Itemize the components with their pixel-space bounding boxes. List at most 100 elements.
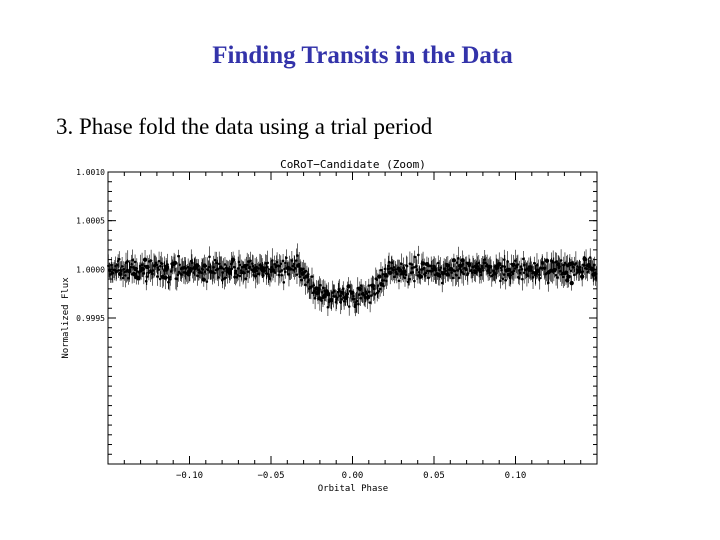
point-marker [213,271,216,275]
data-point [235,271,239,284]
data-point [381,266,385,283]
point-marker [417,253,420,257]
data-point [300,273,303,287]
point-marker [280,269,284,272]
data-point [385,267,389,286]
data-point [451,253,457,267]
point-marker [147,271,151,274]
point-marker [367,284,371,287]
point-marker [522,271,526,275]
point-marker [304,269,308,273]
data-point [521,267,524,291]
data-point [375,284,379,302]
point-marker [566,274,571,279]
point-marker [237,260,241,264]
point-marker [370,283,376,288]
point-marker [591,268,595,272]
data-point [450,257,454,279]
point-marker [297,262,301,266]
point-marker [554,273,558,277]
point-marker [512,269,516,273]
point-marker [320,299,323,302]
point-marker [504,278,508,282]
data-point [177,249,180,263]
data-point [156,260,160,275]
point-marker [561,275,565,279]
point-marker [502,258,506,261]
data-point [157,251,161,271]
point-marker [310,275,314,278]
point-marker [167,280,170,284]
point-marker [124,274,127,277]
data-point [294,259,297,277]
data-point [417,245,420,265]
data-point [136,271,141,285]
point-marker [205,280,209,283]
point-marker [464,268,468,272]
data-point [220,256,223,280]
data-point [504,271,508,290]
point-marker [488,271,492,275]
point-marker [544,258,550,263]
data-point [312,282,316,300]
point-marker [238,263,242,267]
point-marker [262,274,265,277]
data-point [559,249,563,272]
point-marker [304,283,307,287]
point-marker [559,259,563,262]
point-marker [413,255,417,259]
point-marker [238,274,242,278]
data-point [156,267,159,286]
data-point [579,266,585,287]
point-marker [135,267,139,270]
point-marker [443,267,447,271]
data-point [370,286,373,305]
data-point [509,266,513,285]
point-marker [503,265,507,269]
point-marker [176,273,179,277]
data-point [336,291,339,305]
point-marker [265,265,269,269]
point-marker [339,294,342,298]
point-marker [479,273,483,277]
x-axis-label: Orbital Phase [318,484,388,494]
data-point [468,258,472,273]
data-point [147,265,151,281]
data-point [251,255,255,278]
point-marker [376,274,382,279]
data-point [554,264,558,286]
point-marker [388,270,393,275]
point-marker [232,265,236,269]
data-point [368,292,372,313]
point-marker [422,266,426,270]
data-point [295,265,299,284]
data-point [227,265,233,280]
data-point [442,260,445,285]
point-marker [246,270,250,273]
point-marker [500,268,503,272]
point-marker [275,260,279,264]
data-point [555,252,559,270]
point-marker [220,266,223,270]
point-marker [142,257,148,262]
x-tick-label: 0.05 [423,471,445,481]
point-marker [392,265,396,269]
point-marker [370,294,373,297]
point-marker [415,268,419,272]
data-point [563,252,567,274]
point-marker [227,270,233,276]
data-point [267,267,271,286]
point-marker [295,273,299,276]
point-marker [234,271,237,275]
point-marker [582,264,586,267]
point-marker [295,259,298,262]
data-point [208,246,211,268]
data-point [572,268,576,282]
x-tick-label: 0.10 [505,471,527,481]
point-marker [281,259,285,263]
point-marker [117,269,120,272]
point-marker [120,265,124,268]
point-marker [201,277,207,282]
point-marker [402,269,407,274]
data-point [126,250,130,273]
